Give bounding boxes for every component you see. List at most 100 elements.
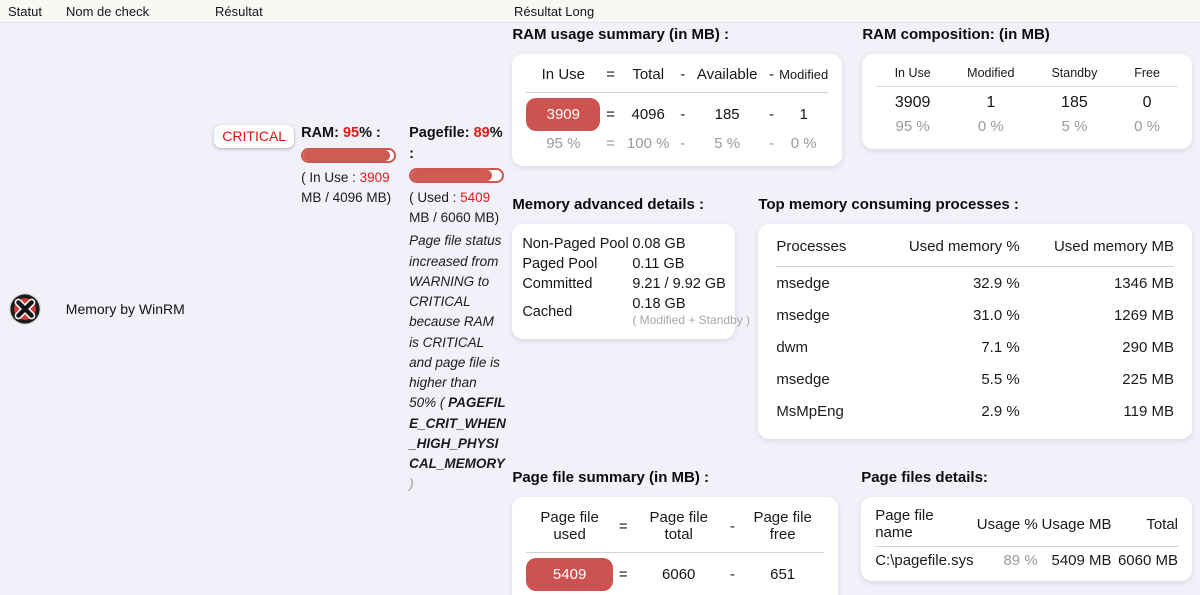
pagefile-detail-row: C:\pagefile.sys 89 % 5409 MB 6060 MB xyxy=(875,547,1178,569)
process-pct: 31.0 % xyxy=(972,306,1020,324)
pagefile-usage-bar-fill xyxy=(411,169,493,181)
top-processes-card: Processes Used memory % Used memory MB m… xyxy=(758,224,1192,439)
pagefile-summary-title: Page file summary (in MB) : xyxy=(512,469,710,486)
process-mb: 1269 MB xyxy=(1113,306,1174,324)
free-pct: 0 % xyxy=(1134,118,1161,135)
ram-metric: RAM: 95% : ( In Use : 3909 MB / 4096 MB) xyxy=(301,123,401,208)
ram-metric-heading: RAM: 95% : xyxy=(301,123,401,143)
modified-pct: 0 % xyxy=(790,135,817,152)
cached-value: 0.18 GB xyxy=(632,296,686,312)
ram-label: RAM: xyxy=(301,125,343,142)
ram-composition-card: In Use Modified Standby Free 3909 1 185 … xyxy=(862,54,1192,149)
ram-usage-values-row: 3909 = 4096 - 185 - 1 xyxy=(526,93,828,135)
pagefile-details-card: Page file name Usage % Usage MB Total C:… xyxy=(861,497,1192,581)
pagefile-summary-panel: Page file summary (in MB) : Page file us… xyxy=(512,469,839,595)
modified-value: 1 xyxy=(986,94,996,111)
result-long-row-1: RAM usage summary (in MB) : In Use = Tot… xyxy=(512,26,1192,166)
result-long-row-2: Memory advanced details : Non-Paged Pool… xyxy=(512,196,1192,439)
process-row: msedge 32.9 % 1346 MB xyxy=(776,267,1174,299)
column-header-statut: Statut xyxy=(8,3,42,19)
hdr-total: Total xyxy=(632,66,665,83)
advanced-row: Committed 9.21 / 9.92 GB xyxy=(522,274,727,294)
modified-value: 1 xyxy=(799,106,808,123)
pagefile-usage-mb: 5409 MB xyxy=(1051,552,1112,569)
process-mb: 1346 MB xyxy=(1113,274,1174,292)
advanced-row: Non-Paged Pool 0.08 GB xyxy=(522,234,727,254)
pagefile-details-title: Page files details: xyxy=(861,469,988,486)
hdr-pagefile-name: Page file name xyxy=(875,507,934,541)
process-row: MsMpEng 2.9 % 119 MB xyxy=(776,395,1174,427)
ram-usage-summary-card: In Use = Total - Available - Modified 39… xyxy=(512,54,843,166)
op-minus: - xyxy=(769,66,775,83)
cached-note: ( Modified + Standby ) xyxy=(632,313,751,327)
ram-composition-header-row: In Use Modified Standby Free xyxy=(876,66,1178,87)
ram-usage-percents-row: 95 % = 100 % - 5 % - 0 % xyxy=(526,135,828,154)
committed-label: Committed xyxy=(522,276,593,292)
result-content: CRITICAL RAM: 95% : ( In Use : 3909 MB /… xyxy=(214,123,509,494)
check-name-cell: Memory by WinRM xyxy=(66,23,215,595)
process-pct: 5.5 % xyxy=(981,370,1020,388)
ram-detail-suffix: MB / 4096 MB) xyxy=(301,189,392,205)
process-name: MsMpEng xyxy=(776,402,844,420)
process-row: msedge 31.0 % 1269 MB xyxy=(776,299,1174,331)
pagefile-note-close: ) xyxy=(409,476,414,492)
available-value: 185 xyxy=(714,106,740,123)
memory-advanced-title: Memory advanced details : xyxy=(512,196,705,213)
column-header-result-long: Résultat Long xyxy=(514,3,595,19)
hdr-pagefile-used: Page file used xyxy=(540,509,599,543)
hdr-modified: Modified xyxy=(779,67,829,82)
op-minus: - xyxy=(729,517,735,535)
process-row: msedge 5.5 % 225 MB xyxy=(776,363,1174,395)
process-mb: 225 MB xyxy=(1122,370,1174,388)
ram-usage-summary-panel: RAM usage summary (in MB) : In Use = Tot… xyxy=(512,26,843,166)
hdr-used-memory-pct: Used memory % xyxy=(908,238,1020,255)
process-name: msedge xyxy=(776,274,830,292)
hdr-pagefile-free: Page file free xyxy=(753,509,812,543)
free-value: 0 xyxy=(1142,94,1152,111)
ram-usage-header-row: In Use = Total - Available - Modified xyxy=(526,66,829,93)
process-name: msedge xyxy=(776,370,830,388)
process-row: dwm 7.1 % 290 MB xyxy=(776,331,1174,363)
pagefile-metric-heading: Pagefile: 89% : xyxy=(409,123,506,164)
check-row: Memory by WinRM CRITICAL RAM: 95% : ( In… xyxy=(0,23,1200,595)
hdr-in-use: In Use xyxy=(541,66,585,83)
process-pct: 7.1 % xyxy=(981,338,1020,356)
pagefile-total-value: 6060 xyxy=(662,566,696,583)
statut-cell xyxy=(0,23,66,595)
op-equals: = xyxy=(618,517,628,535)
op-equals: = xyxy=(606,106,616,123)
in-use-pct: 95 % xyxy=(546,135,581,152)
process-pct: 2.9 % xyxy=(981,402,1020,420)
ram-usage-summary-title: RAM usage summary (in MB) : xyxy=(512,26,730,43)
ram-detail-prefix: ( In Use : xyxy=(301,169,360,185)
process-name: dwm xyxy=(776,338,808,356)
advanced-row: Cached 0.18 GB ( Modified + Standby ) xyxy=(522,294,750,329)
ram-composition-values-row: 3909 1 185 0 xyxy=(876,87,1178,118)
ram-composition-panel: RAM composition: (in MB) In Use Modified… xyxy=(862,26,1192,166)
ram-percent-suffix: % : xyxy=(359,125,381,142)
column-header-result: Résultat xyxy=(215,3,263,19)
process-mb: 119 MB xyxy=(1123,402,1174,420)
standby-value: 185 xyxy=(1061,94,1088,111)
hdr-in-use: In Use xyxy=(894,66,931,80)
modified-pct: 0 % xyxy=(977,118,1004,135)
ram-composition-percents-row: 95 % 0 % 5 % 0 % xyxy=(876,118,1178,137)
pagefile-percent: 89 xyxy=(473,125,490,142)
op-minus: - xyxy=(680,135,686,152)
pagefile-total: 6060 MB xyxy=(1117,552,1178,569)
non-paged-pool-value: 0.08 GB xyxy=(632,236,686,252)
pagefile-note-text: Page file status increased from WARNING … xyxy=(409,233,502,411)
hdr-processes: Processes xyxy=(776,238,847,255)
top-processes-panel: Top memory consuming processes : Process… xyxy=(758,196,1192,439)
pagefile-detail-value: 5409 xyxy=(460,189,491,205)
op-equals: = xyxy=(606,135,616,152)
pagefile-detail-prefix: ( Used : xyxy=(409,189,461,205)
table-header: Statut Nom de check Résultat Résultat Lo… xyxy=(0,0,1200,23)
pagefile-percent-suffix: % : xyxy=(409,125,503,162)
total-value: 4096 xyxy=(631,106,665,123)
pagefile-usage-pct: 89 % xyxy=(1003,552,1038,569)
cached-value-block: 0.18 GB ( Modified + Standby ) xyxy=(632,296,750,327)
ram-usage-bar xyxy=(301,147,397,163)
pagefile-details-panel: Page files details: Page file name Usage… xyxy=(861,469,1192,595)
process-name: msedge xyxy=(776,306,830,324)
